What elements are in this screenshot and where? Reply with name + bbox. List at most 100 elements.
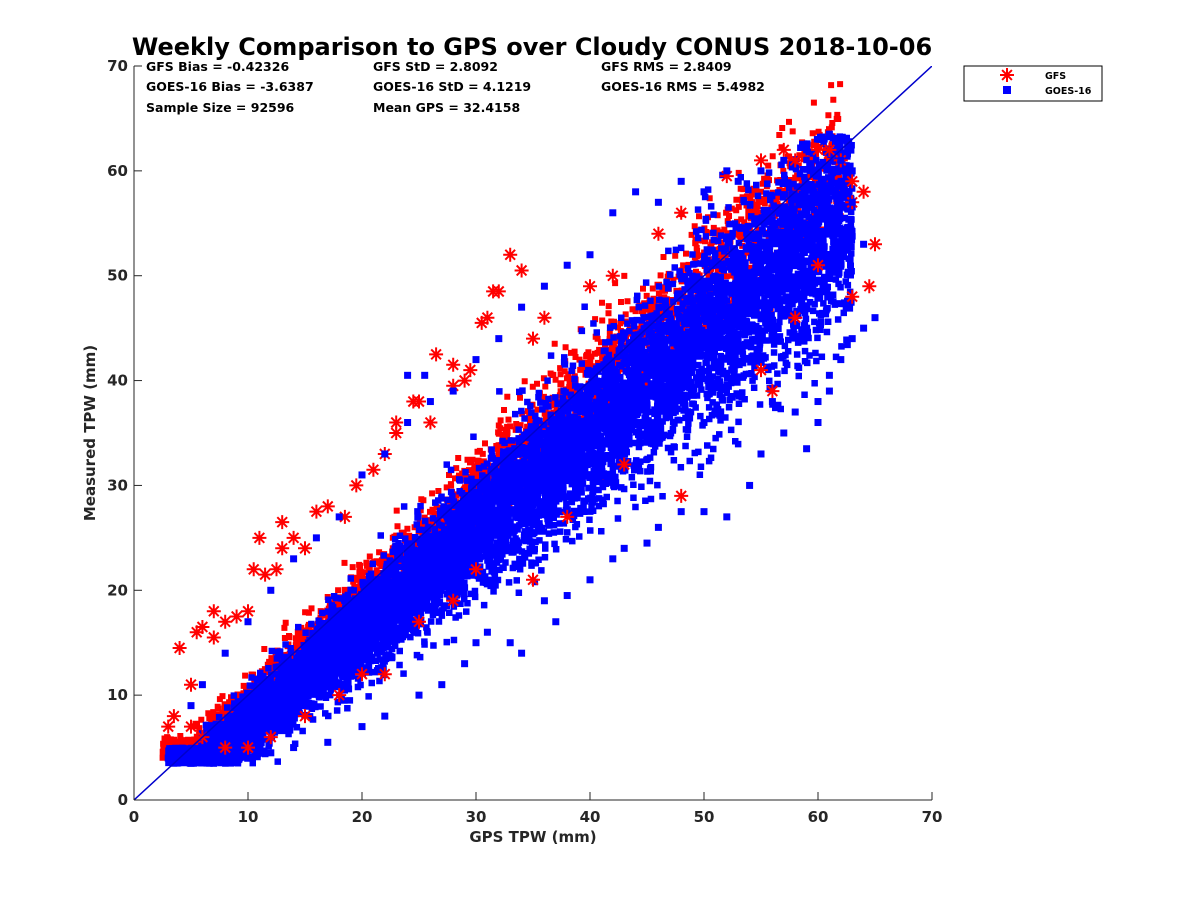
- legend: GFS GOES-16: [963, 65, 1103, 102]
- gfs-point: [229, 609, 244, 624]
- gfs-point: [429, 347, 444, 362]
- goes16-point: [768, 398, 776, 406]
- stat-goes16-rms: GOES-16 RMS = 5.4982: [601, 79, 765, 94]
- gfs-point: [263, 730, 278, 745]
- gfs-point: [811, 142, 825, 157]
- goes16-point: [814, 419, 822, 427]
- goes16-point: [825, 130, 833, 138]
- gfs-point: [856, 184, 871, 199]
- goes16-point: [358, 723, 366, 731]
- x-tick-label: 30: [466, 808, 487, 826]
- stats-annotations: GFS Bias = -0.42326 GFS StD = 2.8092 GFS…: [146, 59, 765, 115]
- legend-gfs-asterisk: [1000, 68, 1014, 82]
- gfs-point: [765, 384, 780, 399]
- goes16-point: [791, 408, 799, 416]
- stat-goes16-std: GOES-16 StD = 4.1219: [373, 79, 531, 94]
- goes16-point: [335, 513, 343, 521]
- goes16-point: [221, 649, 229, 657]
- gfs-point: [526, 572, 540, 587]
- gfs-point: [241, 740, 255, 755]
- chart-title: Weekly Comparison to GPS over Cloudy CON…: [132, 33, 932, 61]
- goes16-point: [860, 324, 868, 332]
- gfs-point: [514, 263, 529, 278]
- gfs-point: [355, 667, 369, 682]
- gfs-point: [320, 499, 335, 514]
- goes16-point: [632, 188, 640, 196]
- goes16-point: [586, 576, 594, 584]
- y-tick-label: 50: [107, 267, 128, 285]
- gfs-point: [298, 709, 312, 724]
- goes16-point: [312, 534, 320, 542]
- goes16-point: [871, 314, 879, 322]
- goes16-point: [586, 251, 594, 259]
- gfs-point: [491, 284, 506, 299]
- gfs-point: [218, 740, 233, 755]
- gfs-point: [166, 709, 181, 724]
- goes16-point: [324, 738, 332, 746]
- goes16-point: [404, 419, 412, 427]
- gfs-point: [218, 614, 233, 629]
- goes16-point: [518, 649, 526, 657]
- gfs-point: [754, 363, 768, 378]
- gfs-point: [389, 415, 404, 430]
- stat-goes16-bias: GOES-16 Bias = -3.6387: [146, 79, 314, 94]
- gfs-point: [560, 509, 575, 524]
- stat-gfs-bias: GFS Bias = -0.42326: [146, 59, 289, 74]
- legend-gfs-label: GFS: [1045, 71, 1066, 82]
- gfs-point: [617, 457, 632, 472]
- goes16-point: [643, 539, 651, 547]
- gfs-point: [811, 258, 825, 273]
- goes16-point: [244, 618, 252, 626]
- goes16-point: [814, 398, 822, 406]
- goes16-point: [563, 592, 571, 600]
- goes16-point: [210, 759, 218, 767]
- gfs-point: [503, 247, 518, 262]
- y-axis-ticks: 0 10 20 30 40 50 60 70: [107, 57, 142, 809]
- x-tick-label: 0: [129, 808, 139, 826]
- goes16-point: [563, 261, 571, 269]
- goes16-point: [825, 371, 833, 379]
- gfs-point: [286, 530, 301, 545]
- goes16-point: [495, 335, 503, 343]
- goes16-point: [483, 513, 491, 521]
- gfs-point: [275, 541, 290, 556]
- goes16-point: [677, 508, 685, 516]
- goes16-point: [803, 146, 811, 154]
- x-tick-label: 70: [922, 808, 943, 826]
- gfs-point: [246, 562, 261, 577]
- x-tick-label: 10: [238, 808, 259, 826]
- x-tick-label: 60: [808, 808, 829, 826]
- goes16-point: [734, 177, 742, 185]
- gfs-point: [446, 378, 461, 393]
- gfs-point: [275, 515, 290, 530]
- gfs-point: [206, 604, 221, 619]
- goes16-point: [472, 639, 480, 647]
- gfs-point: [674, 488, 689, 503]
- goes16-point: [848, 335, 856, 343]
- goes16-point: [267, 749, 275, 757]
- x-axis-ticks: 0 10 20 30 40 50 60 70: [129, 792, 943, 826]
- goes16-point: [837, 156, 845, 164]
- goes16-point: [860, 240, 868, 248]
- gfs-point: [526, 331, 540, 346]
- goes16-point: [461, 660, 469, 668]
- gfs-point: [366, 462, 381, 477]
- gfs-point: [252, 530, 267, 545]
- gfs-point: [309, 504, 324, 519]
- goes16-point: [848, 198, 856, 206]
- y-tick-label: 20: [107, 581, 128, 599]
- goes16-point: [421, 371, 429, 379]
- gfs-point: [184, 677, 198, 692]
- goes16-point: [381, 450, 389, 458]
- gfs-point: [469, 562, 483, 577]
- gfs-point: [480, 310, 495, 325]
- goes16-point: [746, 481, 754, 489]
- goes16-point: [290, 744, 298, 752]
- legend-gfs-marker: [1000, 68, 1014, 82]
- gfs-point: [412, 394, 426, 409]
- gfs-point: [446, 593, 461, 608]
- gfs-point: [241, 604, 255, 619]
- legend-goes16-label: GOES-16: [1045, 86, 1092, 97]
- stat-gfs-std: GFS StD = 2.8092: [373, 59, 498, 74]
